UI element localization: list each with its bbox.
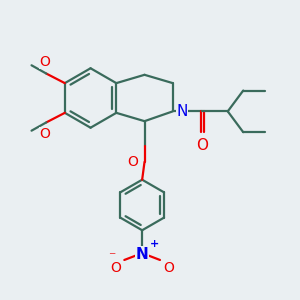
Text: N: N [136,247,148,262]
Text: O: O [40,127,50,141]
Text: ⁻: ⁻ [108,250,116,264]
Text: N: N [176,104,188,119]
Text: O: O [163,262,174,275]
Text: O: O [110,262,121,275]
Text: O: O [127,155,138,169]
Text: O: O [40,55,50,69]
Text: O: O [196,137,208,152]
Text: +: + [150,239,159,249]
